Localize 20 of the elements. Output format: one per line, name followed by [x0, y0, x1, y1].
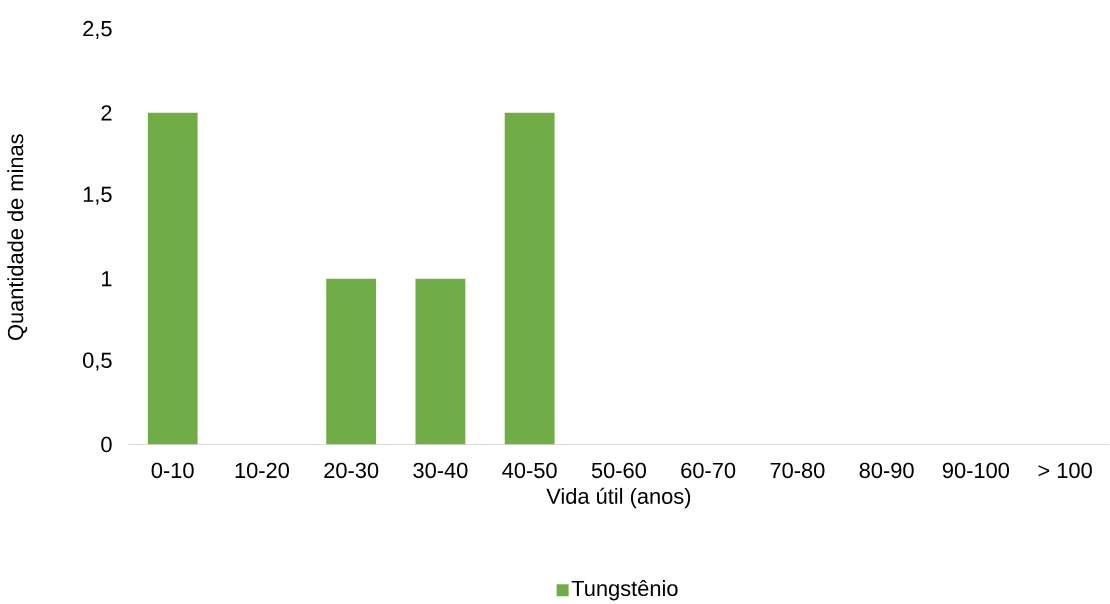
x-tick-label: 30-40	[413, 462, 468, 478]
x-tick-label: 70-80	[770, 462, 825, 478]
x-tick-label: 20-30	[324, 462, 379, 478]
x-tick-label: 80-90	[859, 462, 914, 478]
y-axis-title: Quantidade de minas	[7, 133, 28, 340]
x-tick-label: 50-60	[591, 462, 646, 478]
x-tick-label: 10-20	[235, 462, 289, 478]
x-tick-label: 0-10	[151, 462, 194, 478]
legend-label: Tungstênio	[571, 579, 678, 601]
x-tick-label: 90-100	[942, 462, 1010, 478]
x-axis-title: Vida útil (anos)	[546, 487, 691, 509]
y-tick-label: 1,5	[83, 186, 112, 205]
y-tick-label: 0,5	[83, 352, 112, 371]
y-tick-label: 0	[101, 436, 112, 452]
y-tick-label: 2	[101, 104, 112, 121]
y-tick-label: 1	[102, 270, 112, 286]
x-tick-label: 60-70	[681, 462, 736, 478]
x-tick-label: 40-50	[502, 462, 557, 478]
y-tick-label: 2,5	[83, 20, 112, 39]
x-tick-label: > 100	[1038, 462, 1092, 478]
